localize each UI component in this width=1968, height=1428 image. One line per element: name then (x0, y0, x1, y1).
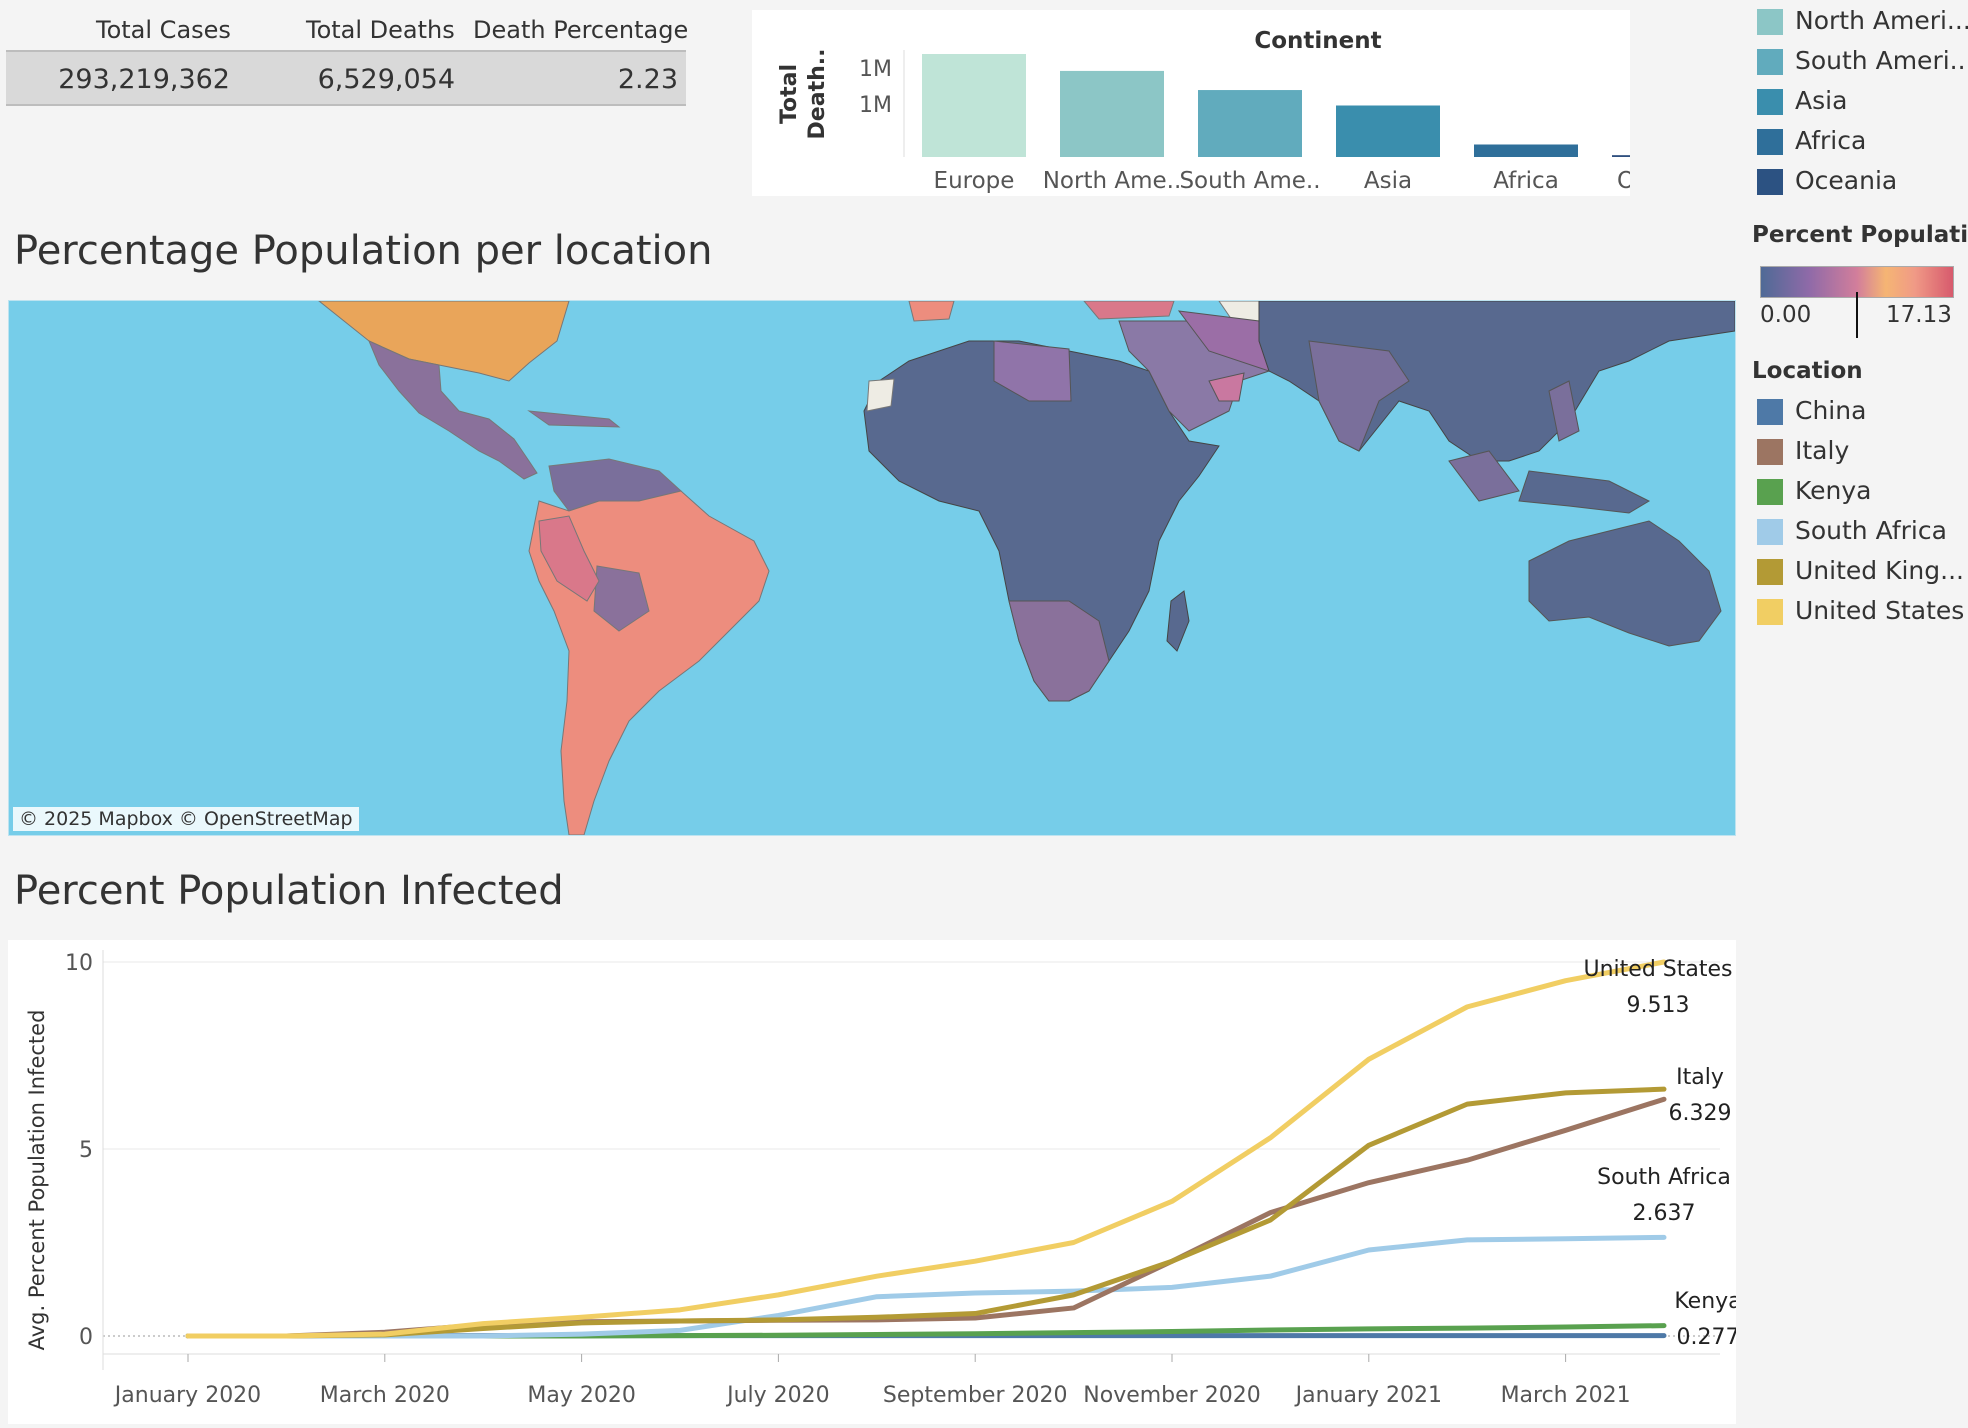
legend-swatch (1757, 399, 1783, 425)
legend-swatch (1757, 439, 1783, 465)
legend-label: United States (1795, 596, 1964, 625)
legend-label: Oceania (1795, 166, 1897, 195)
continent-bar-chart[interactable]: Continent Total Death.. 1M 1M Europe Nort… (752, 10, 1630, 196)
continent-bar[interactable] (1336, 106, 1440, 158)
line-xtick: May 2020 (527, 1383, 635, 1408)
line-chart-panel[interactable]: Avg. Percent Population Infected 0 5 10 Jan… (8, 940, 1736, 1424)
legend-label: Italy (1795, 436, 1849, 465)
legend-label: North Ameri... (1795, 6, 1968, 35)
kpi-table: Total Cases Total Deaths Death Percentag… (6, 10, 686, 92)
country-spain[interactable] (909, 301, 954, 321)
line-ytick: 10 (65, 951, 93, 976)
country-turkey[interactable] (1084, 301, 1174, 319)
series-end-value: 9.513 (1627, 993, 1690, 1018)
legend-swatch (1757, 129, 1783, 155)
legend-swatch (1757, 599, 1783, 625)
series-end-name: United States (1584, 957, 1733, 982)
legend-label: Asia (1795, 86, 1847, 115)
legend-label: South Africa (1795, 516, 1947, 545)
series-end-name: Italy (1676, 1065, 1724, 1090)
continent-xtick: Asia (1364, 168, 1412, 194)
percent-legend-marker (1856, 292, 1858, 338)
line-xtick: March 2021 (1501, 1383, 1631, 1408)
legend-swatch (1757, 89, 1783, 115)
continent-ylabel-line2: Death.. (805, 49, 830, 140)
legend-swatch (1757, 559, 1783, 585)
continent-xtick: Africa (1493, 168, 1559, 194)
kpi-total-cases-value: 293,219,362 (58, 64, 230, 95)
legend-swatch (1757, 479, 1783, 505)
line-chart-ylabel: Avg. Percent Population Infected (25, 1010, 49, 1351)
legend-swatch (1757, 519, 1783, 545)
continent-chart-title: Continent (1254, 28, 1381, 54)
continent-chart-svg: Continent Total Death.. 1M 1M Europe Nort… (752, 10, 1630, 196)
continent-bar[interactable] (1198, 90, 1302, 157)
legend-label: China (1795, 396, 1866, 425)
line-xtick: July 2020 (725, 1383, 830, 1408)
caribbean-islands[interactable] (529, 411, 619, 427)
series-line-italy[interactable] (188, 1099, 1664, 1336)
line-chart-grid: 0 5 10 January 2020 March 2020 May 2020 July 2… (65, 950, 1720, 1408)
country-western-sahara[interactable] (867, 379, 894, 411)
kpi-header-total-deaths: Total Deaths (306, 16, 455, 44)
country-indonesia[interactable] (1519, 471, 1649, 513)
legend-label: Kenya (1795, 476, 1872, 505)
kpi-header-death-percentage: Death Percentage (473, 16, 688, 44)
continent-bar[interactable] (1612, 155, 1630, 157)
line-chart-labels: United States 9.513 Italy 6.329 South Africa… (1584, 957, 1736, 1350)
continent-xtick: Europe (934, 168, 1015, 194)
line-ytick: 5 (79, 1138, 93, 1163)
continent-bar[interactable] (1474, 144, 1578, 157)
line-xtick: November 2020 (1083, 1383, 1260, 1408)
map-attribution[interactable]: © 2025 Mapbox © OpenStreetMap (13, 807, 359, 831)
series-end-name: South Africa (1597, 1165, 1731, 1190)
map-svg (9, 301, 1735, 835)
country-united-states[interactable] (319, 301, 569, 381)
line-xtick: January 2021 (1294, 1383, 1442, 1408)
line-xtick: March 2020 (320, 1383, 450, 1408)
line-chart-title: Percent Population Infected (14, 868, 564, 914)
continent-ytick: 1M (859, 57, 892, 82)
legend-label: South Ameri... (1795, 46, 1968, 75)
continent-xlabels: Europe North Ame..South Ame.. Asia Africa Oc… (934, 168, 1630, 194)
continent-bars (922, 54, 1630, 157)
percent-legend-max: 17.13 (1886, 302, 1952, 328)
continent-ylabel-line1: Total (777, 64, 802, 124)
series-end-value: 6.329 (1669, 1101, 1732, 1126)
legend-swatch (1757, 9, 1783, 35)
line-xtick: January 2020 (113, 1383, 261, 1408)
series-end-value: 0.277 (1677, 1325, 1736, 1350)
world-map[interactable]: © 2025 Mapbox © OpenStreetMap (8, 300, 1736, 836)
percent-legend-min: 0.00 (1760, 302, 1811, 328)
legend-swatch (1757, 169, 1783, 195)
continent-xtick: Oceania (1617, 168, 1630, 194)
continent-ytick: 1M (859, 93, 892, 118)
continent-bar[interactable] (922, 54, 1026, 157)
country-australia[interactable] (1529, 521, 1721, 646)
continent-bar[interactable] (1060, 71, 1164, 157)
line-xtick: September 2020 (883, 1383, 1068, 1408)
kpi-values-row[interactable]: 293,219,362 6,529,054 2.23 (6, 50, 686, 106)
country-madagascar[interactable] (1167, 591, 1189, 651)
legend-swatch (1757, 49, 1783, 75)
map-title: Percentage Population per location (14, 228, 712, 274)
series-end-name: Kenya (1674, 1289, 1736, 1314)
location-legend-title: Location (1752, 358, 1863, 384)
continent-xtick: North Ame.. (1043, 168, 1182, 194)
kpi-header-total-cases: Total Cases (96, 16, 231, 44)
continent-xtick: South Ame.. (1179, 168, 1320, 194)
line-ytick: 0 (79, 1325, 93, 1350)
series-line-united-kingdom[interactable] (188, 1089, 1664, 1336)
series-end-value: 2.637 (1633, 1201, 1696, 1226)
kpi-death-percentage-value: 2.23 (618, 64, 678, 95)
legend-label: United King... (1795, 556, 1964, 585)
legend-label: Africa (1795, 126, 1866, 155)
kpi-total-deaths-value: 6,529,054 (318, 64, 455, 95)
line-chart-svg: Avg. Percent Population Infected 0 5 10 Jan… (8, 940, 1736, 1424)
percent-legend-title: Percent Populati... (1752, 222, 1968, 248)
